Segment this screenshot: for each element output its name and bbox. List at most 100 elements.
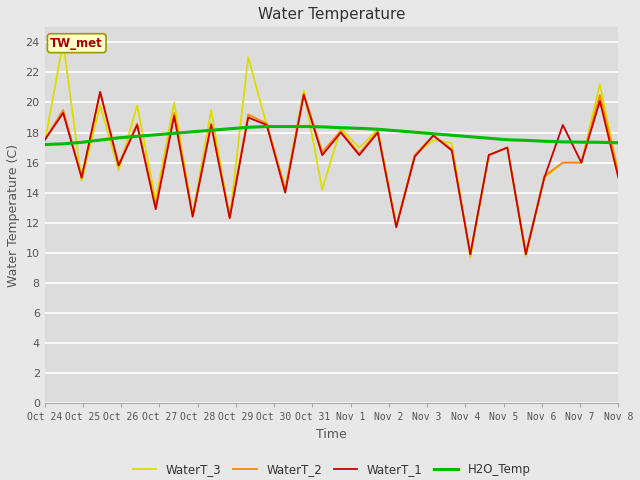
H2O_Temp — [152, 132, 159, 138]
WaterT_1 — [226, 216, 234, 221]
WaterT_3 — [522, 253, 530, 259]
H2O_Temp — [429, 131, 437, 137]
WaterT_2 — [522, 250, 530, 256]
WaterT_2 — [244, 112, 252, 118]
H2O_Temp — [411, 129, 419, 135]
WaterT_3 — [614, 170, 622, 176]
WaterT_1 — [577, 160, 585, 166]
WaterT_3 — [318, 187, 326, 192]
WaterT_1 — [78, 175, 86, 180]
WaterT_2 — [41, 137, 49, 143]
WaterT_2 — [96, 89, 104, 95]
WaterT_2 — [263, 120, 271, 126]
WaterT_2 — [60, 107, 67, 113]
WaterT_3 — [226, 216, 234, 221]
H2O_Temp — [467, 134, 474, 140]
H2O_Temp — [614, 140, 622, 145]
WaterT_3 — [207, 107, 215, 113]
WaterT_2 — [541, 173, 548, 179]
WaterT_2 — [152, 204, 159, 209]
H2O_Temp — [244, 124, 252, 130]
WaterT_2 — [337, 128, 344, 134]
WaterT_3 — [133, 103, 141, 108]
H2O_Temp — [96, 137, 104, 143]
WaterT_3 — [596, 82, 604, 87]
WaterT_1 — [60, 110, 67, 116]
WaterT_2 — [355, 151, 363, 156]
H2O_Temp — [559, 139, 566, 145]
WaterT_2 — [429, 132, 437, 138]
WaterT_3 — [170, 99, 178, 105]
WaterT_3 — [337, 125, 344, 131]
WaterT_3 — [485, 152, 493, 158]
H2O_Temp — [522, 137, 530, 143]
H2O_Temp — [504, 137, 511, 143]
WaterT_1 — [392, 224, 400, 230]
WaterT_1 — [133, 122, 141, 128]
H2O_Temp — [189, 129, 196, 135]
WaterT_2 — [78, 175, 86, 180]
Line: WaterT_1: WaterT_1 — [45, 92, 618, 254]
WaterT_2 — [282, 187, 289, 192]
WaterT_2 — [596, 92, 604, 98]
WaterT_3 — [96, 103, 104, 108]
H2O_Temp — [207, 127, 215, 133]
H2O_Temp — [596, 139, 604, 145]
H2O_Temp — [115, 135, 122, 141]
WaterT_1 — [596, 98, 604, 104]
Y-axis label: Water Temperature (C): Water Temperature (C) — [7, 144, 20, 287]
WaterT_1 — [152, 206, 159, 212]
WaterT_3 — [467, 254, 474, 260]
WaterT_1 — [504, 144, 511, 150]
WaterT_3 — [355, 144, 363, 150]
WaterT_3 — [392, 223, 400, 228]
H2O_Temp — [448, 132, 456, 138]
WaterT_1 — [467, 252, 474, 257]
WaterT_2 — [300, 91, 308, 96]
H2O_Temp — [337, 125, 344, 131]
H2O_Temp — [170, 131, 178, 136]
WaterT_2 — [559, 160, 566, 166]
WaterT_2 — [189, 212, 196, 218]
H2O_Temp — [133, 133, 141, 139]
WaterT_1 — [448, 148, 456, 154]
WaterT_2 — [318, 149, 326, 155]
H2O_Temp — [300, 124, 308, 130]
H2O_Temp — [263, 124, 271, 130]
WaterT_3 — [60, 39, 67, 45]
WaterT_3 — [504, 144, 511, 150]
WaterT_2 — [226, 214, 234, 220]
H2O_Temp — [282, 124, 289, 130]
WaterT_3 — [448, 140, 456, 146]
WaterT_1 — [541, 175, 548, 180]
WaterT_1 — [318, 152, 326, 158]
WaterT_3 — [541, 175, 548, 180]
WaterT_3 — [115, 167, 122, 173]
WaterT_1 — [263, 122, 271, 128]
H2O_Temp — [541, 138, 548, 144]
Line: H2O_Temp: H2O_Temp — [45, 127, 618, 144]
WaterT_1 — [429, 132, 437, 138]
H2O_Temp — [485, 135, 493, 141]
WaterT_3 — [244, 54, 252, 60]
WaterT_1 — [189, 214, 196, 220]
Title: Water Temperature: Water Temperature — [258, 7, 405, 22]
WaterT_3 — [78, 178, 86, 183]
WaterT_1 — [522, 252, 530, 257]
WaterT_2 — [577, 160, 585, 166]
WaterT_2 — [411, 152, 419, 158]
WaterT_3 — [152, 197, 159, 203]
Line: WaterT_2: WaterT_2 — [45, 92, 618, 254]
WaterT_2 — [374, 128, 381, 134]
WaterT_2 — [133, 120, 141, 126]
WaterT_3 — [374, 127, 381, 132]
WaterT_3 — [263, 122, 271, 128]
WaterT_1 — [337, 130, 344, 135]
WaterT_1 — [614, 175, 622, 180]
WaterT_3 — [41, 140, 49, 146]
WaterT_3 — [282, 185, 289, 191]
H2O_Temp — [355, 125, 363, 131]
WaterT_1 — [282, 190, 289, 195]
WaterT_1 — [96, 89, 104, 95]
WaterT_1 — [170, 113, 178, 119]
